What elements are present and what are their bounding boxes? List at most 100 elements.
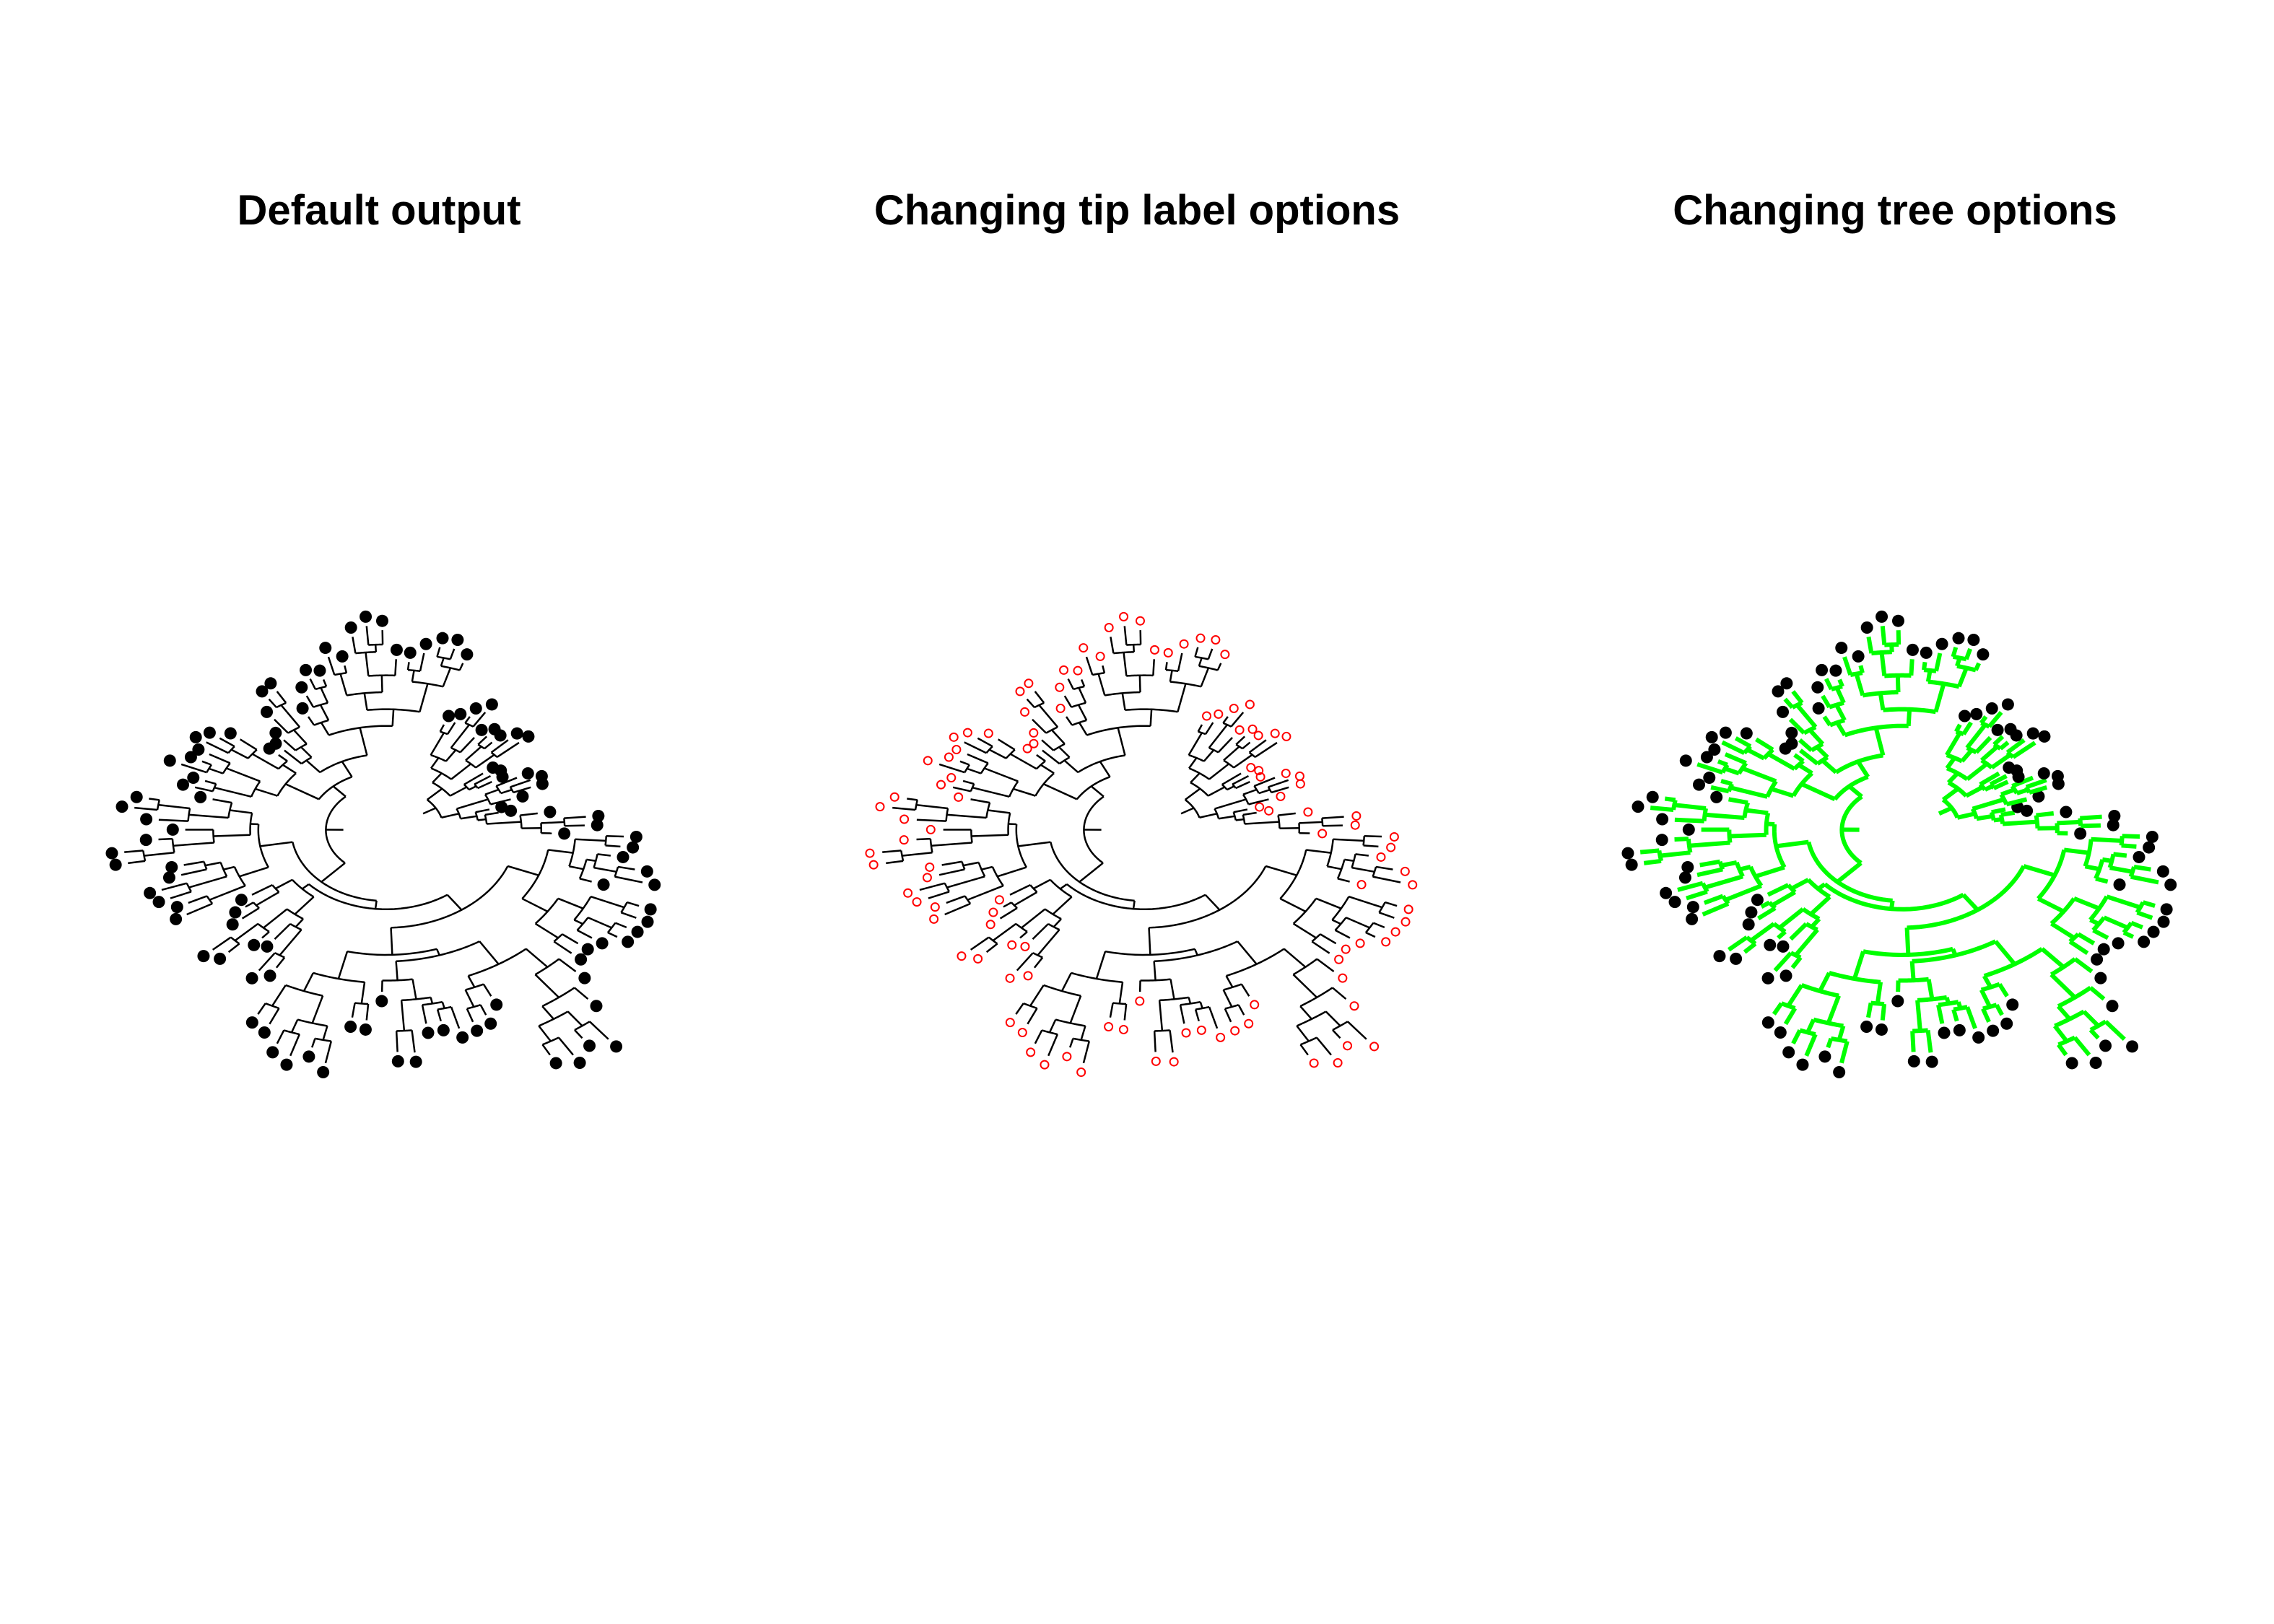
tree-branch [2092,928,2109,940]
tree-arc [1154,940,1238,962]
tip-point [610,1040,623,1053]
tree-arc [1321,818,1324,826]
tree-arc [1927,679,1960,689]
tip-point [912,897,922,907]
tree-arc [538,1010,569,1027]
tree-branch [1974,735,1992,754]
tip-point [1777,940,1790,953]
tree-branch [490,798,511,806]
tree-branch [2095,876,2109,884]
tree-branch [574,1029,583,1039]
tree-branch [421,1005,427,1024]
tree-branch [1040,764,1055,774]
tree-arc [1169,681,1201,688]
tree-branch [1729,832,1767,839]
tree-branch [1717,759,1728,767]
tree-branch [992,922,1017,942]
tip-point [1761,972,1774,985]
tip-point [581,943,594,956]
tree-branch [534,974,559,998]
tip-point [1751,894,1764,907]
tip-point [454,707,467,720]
phylogeny-tree-default [105,610,661,1079]
tip-point [1119,611,1129,621]
tree-branch [1331,987,1347,1000]
tip-point [152,896,165,909]
tip-point [544,806,557,818]
tree-branch [205,861,221,867]
tree-arc [1112,1002,1127,1005]
tip-point [1668,896,1681,909]
tree-arc [432,782,451,797]
tip-point [1349,1001,1359,1011]
tree-branch [1188,997,1192,1004]
tip-point [245,1016,258,1029]
tree-arc [1941,798,1960,818]
tree-branch [490,739,509,754]
tree-branch [944,902,971,916]
tip-point [1682,823,1695,836]
tree-branch [1951,1008,1959,1022]
tree-branch [1741,766,1777,784]
tip-point [644,903,657,916]
tree-arc [988,936,998,945]
tree-branch [1854,673,1865,697]
tree-branch [1798,738,1813,752]
tip-point [189,730,202,743]
tip-point [1007,940,1017,950]
tree-arc [1742,802,1751,818]
tip-point [1875,1023,1888,1036]
tree-branch [606,835,624,838]
tree-branch [282,764,297,774]
tree-branch [2040,947,2065,969]
tree-branch [984,767,1019,782]
tip-point [302,1050,315,1063]
tip-point [592,809,605,822]
tip-point [313,664,326,677]
tree-branch [2088,1028,2100,1040]
tree-branch [1344,858,1354,863]
tree-branch [575,838,606,842]
tree-arc [1045,726,1058,734]
tree-branch [1372,876,1401,883]
tree-branch [1873,727,1886,756]
tree-arc [257,922,270,933]
tip-point [630,830,642,843]
tree-branch [302,972,314,992]
tip-point [1972,1031,1985,1044]
tip-point [226,918,239,931]
tip-point [1959,710,1972,722]
tip-point [2060,806,2073,818]
tree-branch [1880,626,1887,645]
tree-arc [1870,1000,1885,1007]
tip-point [930,902,940,912]
tree-branch [1720,779,1733,786]
tip-point [2091,953,2104,966]
tip-point [266,1046,279,1059]
tree-branch [464,716,471,724]
tree-branch [261,930,270,939]
tree-branch [1954,723,1962,733]
tree-branch [1033,956,1044,969]
tree-branch [1689,840,1730,848]
tree-arc [465,983,484,991]
tree-arc [1050,842,1135,902]
tree-arc [1332,1021,1349,1031]
tree-arc [1253,785,1260,794]
tree-branch [1060,972,1072,992]
tree-branch [1966,761,1989,781]
tree-branch [1271,786,1289,794]
tree-branch [1041,739,1055,751]
tree-branch [1990,753,2012,769]
tree-branch [482,983,492,997]
tree-branch [1207,786,1225,797]
tree-arc [519,815,523,829]
tip-point [1708,743,1721,756]
tree-branch [1102,665,1106,673]
tip-point [170,912,183,925]
tree-branch [1771,890,1797,907]
tree-branch [1240,983,1250,997]
tip-point [1255,802,1265,812]
tree-branch [1998,982,2009,997]
tip-point [1196,1025,1206,1035]
